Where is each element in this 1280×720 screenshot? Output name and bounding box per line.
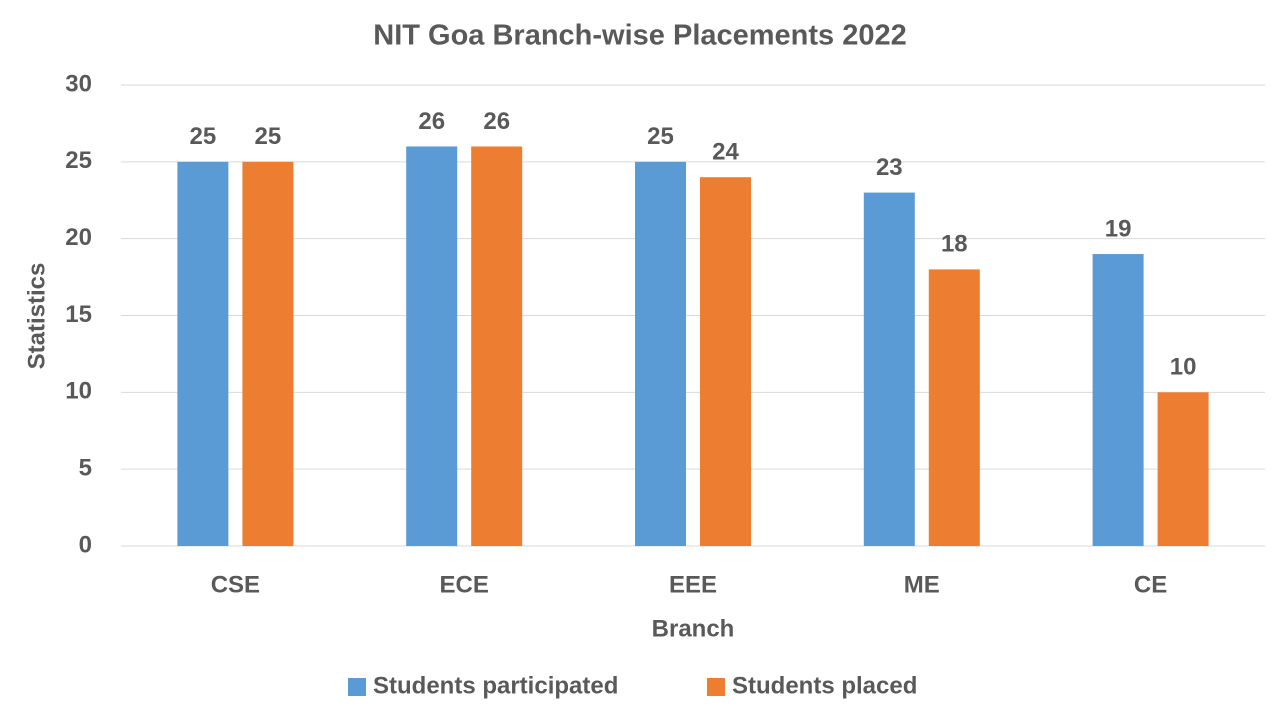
data-label: 26 [483, 108, 510, 135]
data-label: 26 [418, 108, 445, 135]
y-tick-label: 30 [65, 70, 92, 97]
data-label: 25 [190, 123, 217, 150]
bar [635, 161, 686, 547]
data-label: 18 [941, 231, 968, 258]
bar [700, 177, 751, 546]
bar [177, 161, 229, 547]
y-tick-label: 10 [65, 378, 92, 405]
legend-label: Students placed [732, 672, 917, 699]
bar [471, 146, 523, 546]
bar [1157, 392, 1209, 546]
bar [1092, 254, 1144, 547]
bar [242, 161, 294, 547]
y-tick-label: 0 [79, 531, 92, 558]
x-tick-label: ECE [440, 571, 489, 598]
y-axis-title: Statistics [23, 263, 50, 370]
y-tick-label: 5 [79, 455, 92, 482]
y-tick-label: 15 [65, 301, 92, 328]
x-tick-label: CE [1134, 571, 1167, 598]
data-label: 25 [647, 123, 674, 150]
data-label: 19 [1105, 215, 1132, 242]
data-label: 25 [255, 123, 282, 150]
chart-title: NIT Goa Branch-wise Placements 2022 [373, 20, 907, 52]
x-tick-label: CSE [211, 571, 260, 598]
data-label: 10 [1170, 354, 1197, 381]
legend-swatch [348, 678, 366, 696]
legend-swatch [707, 678, 725, 696]
data-label: 24 [712, 139, 739, 166]
x-tick-label: ME [904, 571, 940, 598]
y-tick-label: 25 [65, 147, 92, 174]
x-axis-title: Branch [652, 615, 735, 642]
bar [928, 269, 980, 546]
x-tick-label: EEE [669, 571, 717, 598]
data-label: 23 [876, 154, 903, 181]
bar [863, 192, 915, 547]
y-tick-label: 20 [65, 224, 92, 251]
bar [406, 146, 458, 546]
legend-label: Students participated [373, 672, 618, 699]
